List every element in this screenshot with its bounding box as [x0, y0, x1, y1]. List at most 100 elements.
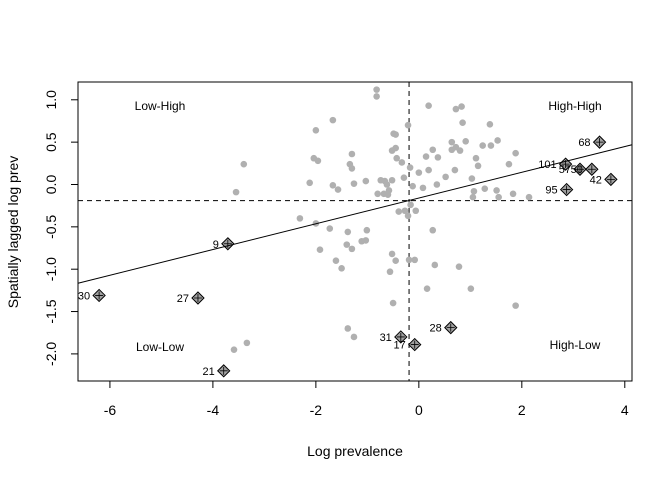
point: [240, 160, 248, 168]
point-label: 31: [380, 332, 392, 344]
point: [392, 131, 399, 138]
y-tick-label: 1.0: [43, 90, 59, 110]
point: [422, 153, 430, 160]
point: [401, 207, 409, 215]
point-label: 9: [213, 239, 219, 251]
point: [344, 228, 352, 236]
point: [392, 257, 399, 265]
point: [468, 175, 476, 182]
influential-cross: [562, 185, 571, 194]
influential-cross: [193, 293, 202, 302]
point: [405, 256, 413, 264]
point: [388, 176, 396, 184]
point: [388, 147, 396, 154]
point: [429, 146, 437, 154]
point: [462, 137, 469, 145]
point: [232, 188, 240, 196]
point: [296, 215, 304, 222]
point: [452, 105, 460, 113]
point-label: 50: [571, 164, 583, 176]
point: [494, 137, 501, 144]
point: [412, 207, 420, 215]
x-tick-label: 2: [518, 402, 526, 418]
point-label: 30: [78, 290, 90, 302]
point-label: 17: [393, 340, 405, 352]
point: [419, 184, 427, 192]
point: [425, 102, 432, 110]
point-label: 27: [177, 293, 189, 305]
y-tick-label: -2.0: [43, 342, 59, 366]
x-tick-label: -6: [104, 402, 117, 418]
y-axis-title: Spatially lagged log prev: [5, 156, 21, 309]
point: [512, 149, 519, 157]
point: [383, 181, 391, 188]
point: [451, 166, 459, 174]
point: [398, 159, 406, 166]
point: [406, 164, 414, 171]
point: [230, 346, 238, 353]
point: [433, 181, 441, 188]
point: [425, 166, 432, 174]
point: [493, 187, 500, 194]
point: [455, 263, 463, 270]
point: [467, 285, 475, 292]
point: [411, 256, 419, 264]
y-tick-label: 0.0: [43, 175, 59, 195]
point: [373, 86, 380, 93]
point: [512, 302, 519, 309]
influential-cross: [606, 175, 615, 184]
quadrant-label: High-High: [548, 99, 601, 113]
point-label: 28: [430, 323, 442, 335]
point: [350, 333, 358, 341]
x-tick-label: -2: [310, 402, 323, 418]
point: [363, 226, 371, 234]
point: [487, 142, 495, 149]
point: [373, 93, 380, 100]
influential-cross: [595, 138, 604, 147]
point: [469, 193, 477, 201]
x-tick-label: 0: [415, 402, 423, 418]
point: [393, 154, 401, 162]
plot-frame: [77, 81, 633, 382]
point-label: 68: [578, 137, 590, 149]
point: [316, 246, 324, 254]
y-tick-label: -1.0: [43, 257, 59, 281]
influential-cross: [410, 340, 419, 349]
point: [374, 190, 381, 198]
quadrant-label: Low-Low: [136, 340, 184, 354]
point: [423, 285, 431, 292]
influential-cross: [219, 366, 228, 375]
point: [362, 177, 370, 185]
point: [362, 237, 370, 244]
x-tick-label: -4: [207, 402, 220, 418]
point: [329, 116, 337, 124]
x-axis-title: Log prevalence: [307, 443, 403, 459]
point: [243, 339, 251, 347]
point: [474, 162, 482, 170]
point-label: 57: [559, 164, 571, 176]
point: [312, 126, 320, 134]
point: [386, 268, 394, 276]
y-tick-label: 0.5: [43, 132, 59, 152]
point: [389, 299, 397, 307]
point: [326, 225, 334, 232]
point: [509, 190, 517, 198]
point: [472, 154, 480, 162]
influential-cross: [95, 291, 104, 300]
point: [348, 165, 356, 172]
point: [456, 147, 464, 154]
point: [481, 185, 489, 193]
point: [332, 257, 340, 265]
point: [404, 212, 412, 220]
point: [388, 250, 396, 258]
point: [458, 103, 465, 110]
point: [395, 208, 403, 215]
point: [384, 191, 392, 198]
point: [434, 154, 442, 161]
point: [486, 121, 494, 128]
point: [495, 193, 502, 201]
point: [479, 142, 486, 149]
point: [404, 121, 412, 129]
regression-line: [77, 144, 633, 284]
point: [350, 180, 358, 187]
